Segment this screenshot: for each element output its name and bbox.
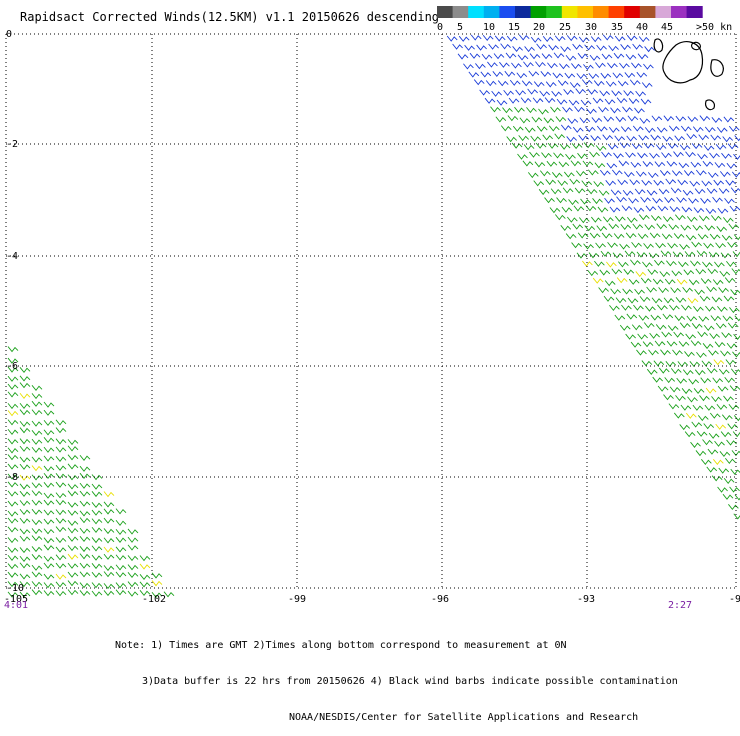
colorbar-segment bbox=[452, 6, 469, 18]
colorbar-label: 40 bbox=[636, 22, 648, 33]
lat-tick-label: 0 bbox=[6, 29, 12, 40]
colorbar-segment bbox=[530, 6, 547, 18]
note-line-1: Note: 1) Times are GMT 2)Times along bot… bbox=[115, 640, 567, 651]
lat-tick-label: -2 bbox=[6, 139, 18, 150]
footnotes: Note: 1) Times are GMT 2)Times along bot… bbox=[115, 616, 678, 736]
galapagos-islands-coastline bbox=[653, 38, 724, 111]
colorbar-segment bbox=[561, 6, 578, 18]
colorbar-segment bbox=[577, 6, 594, 18]
lon-tick-label: -105 bbox=[4, 594, 28, 605]
colorbar-segment bbox=[499, 6, 516, 18]
wind-speed-colorbar: 0 5 10 15 20 25 30 35 40 45 >50 knots bbox=[437, 6, 732, 33]
wind-barbs-layer bbox=[7, 34, 740, 598]
colorbar-label: 5 bbox=[457, 22, 463, 33]
colorbar-label: >50 knots bbox=[696, 22, 732, 33]
colorbar-label: 0 bbox=[437, 22, 443, 33]
grid-lines bbox=[5, 33, 738, 589]
colorbar-segment bbox=[608, 6, 625, 18]
colorbar-label: 35 bbox=[611, 22, 623, 33]
lat-tick-label: -4 bbox=[6, 251, 18, 262]
colorbar-segment bbox=[468, 6, 485, 18]
time-label-left: 4:01 bbox=[4, 600, 29, 611]
lon-tick-label: -90 bbox=[729, 594, 740, 605]
colorbar-segment bbox=[686, 6, 703, 18]
colorbar-label: 45 bbox=[661, 22, 673, 33]
note-line-3: NOAA/NESDIS/Center for Satellite Applica… bbox=[289, 712, 639, 723]
colorbar-segment bbox=[483, 6, 500, 18]
axis-tick-labels: -105 -102 -99 -96 -93 -90 0 -2 -4 -6 -8 -10 bbox=[4, 29, 740, 605]
lon-tick-label: -93 bbox=[577, 594, 595, 605]
note-line-2: 3)Data buffer is 22 hrs from 20150626 4)… bbox=[142, 676, 678, 687]
lon-tick-label: -96 bbox=[431, 594, 449, 605]
colorbar-label: 30 bbox=[585, 22, 597, 33]
colorbar-segment bbox=[546, 6, 563, 18]
colorbar-label: 20 bbox=[533, 22, 545, 33]
lat-tick-label: -6 bbox=[6, 361, 18, 372]
lon-tick-label: -102 bbox=[142, 594, 166, 605]
colorbar-label: 25 bbox=[559, 22, 571, 33]
lat-tick-label: -8 bbox=[6, 472, 18, 483]
time-label-right: 2:27 bbox=[668, 600, 693, 611]
colorbar-segment bbox=[639, 6, 656, 18]
colorbar-segment bbox=[437, 6, 454, 18]
lon-tick-label: -99 bbox=[288, 594, 306, 605]
colorbar-segment bbox=[671, 6, 688, 18]
colorbar-label: 15 bbox=[508, 22, 520, 33]
map-title: Rapidsact Corrected Winds(12.5KM) v1.1 2… bbox=[20, 10, 440, 24]
wind-map: -105 -102 -99 -96 -93 -90 0 -2 -4 -6 -8 -10 bbox=[4, 29, 740, 605]
colorbar-segment bbox=[624, 6, 641, 18]
colorbar-segment bbox=[655, 6, 672, 18]
colorbar-segment bbox=[593, 6, 610, 18]
colorbar-label: 10 bbox=[483, 22, 495, 33]
colorbar-segment bbox=[515, 6, 532, 18]
lat-tick-label: -10 bbox=[6, 583, 24, 594]
